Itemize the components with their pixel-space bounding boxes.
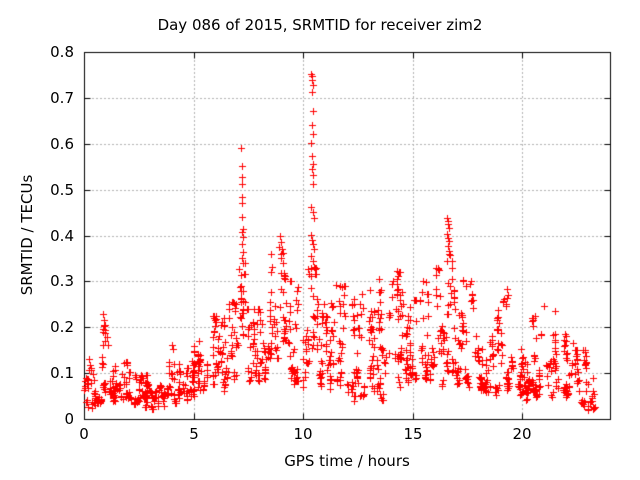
y-tick-label: 0.4 — [50, 227, 74, 245]
y-tick-label: 0.7 — [50, 89, 74, 107]
chart-title: Day 086 of 2015, SRMTID for receiver zim… — [157, 16, 483, 34]
y-tick-label: 0.6 — [50, 135, 74, 153]
x-axis-label: GPS time / hours — [284, 452, 410, 470]
x-tick-label: 10 — [293, 425, 313, 443]
y-tick-label: 0.1 — [50, 364, 74, 382]
x-tick-label: 5 — [189, 425, 199, 443]
x-tick-label: 15 — [403, 425, 423, 443]
y-tick-label: 0.3 — [50, 272, 74, 290]
y-tick-label: 0 — [64, 410, 74, 428]
y-tick-label: 0.5 — [50, 181, 74, 199]
y-tick-label: 0.8 — [50, 43, 74, 61]
x-tick-label: 20 — [512, 425, 532, 443]
y-tick-label: 0.2 — [50, 318, 74, 336]
x-tick-label: 0 — [79, 425, 89, 443]
